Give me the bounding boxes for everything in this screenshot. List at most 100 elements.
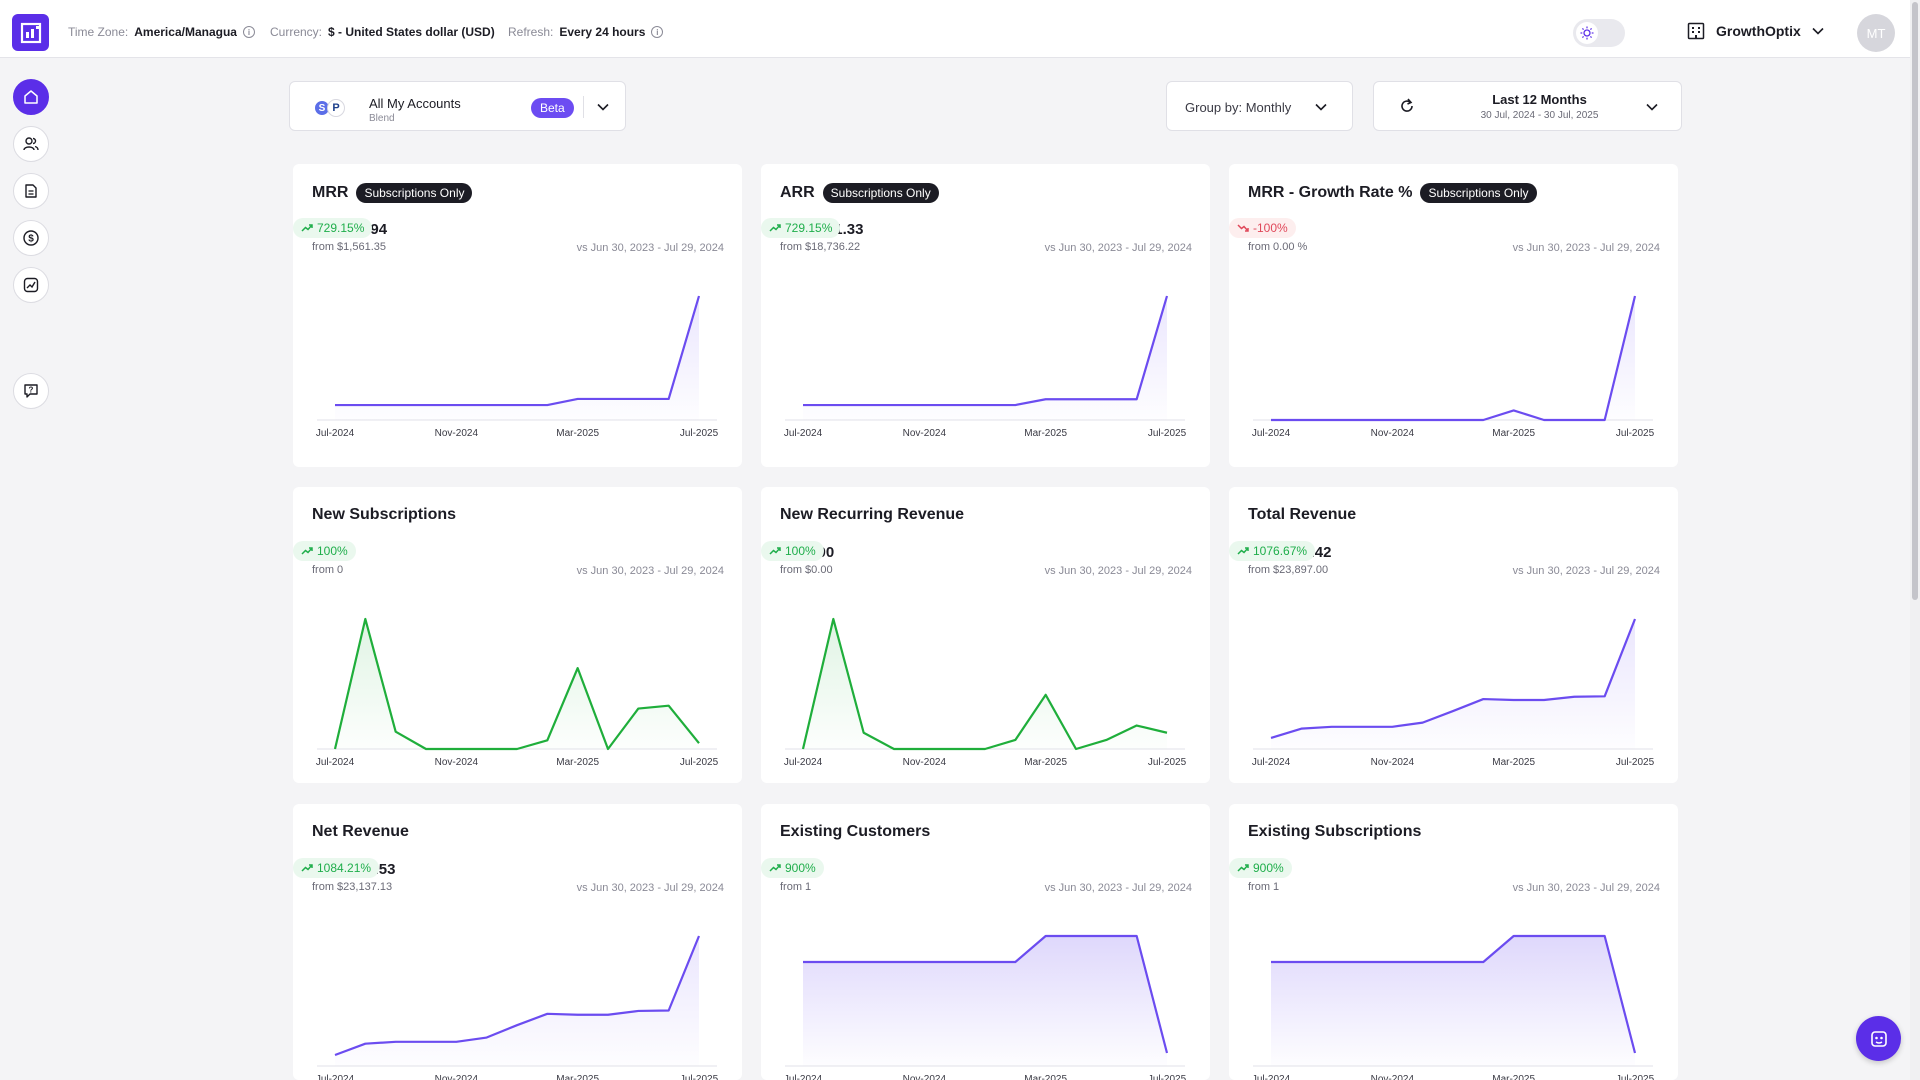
change-value: 1076.67% bbox=[1253, 544, 1308, 558]
chevron-down-icon[interactable] bbox=[595, 99, 611, 115]
series-line bbox=[1270, 618, 1637, 740]
sidebar: $ ? bbox=[0, 58, 60, 1080]
x-tick-label: Mar-2025 bbox=[1492, 1074, 1535, 1080]
info-icon[interactable]: i bbox=[651, 26, 664, 38]
comparison-period: vs Jun 30, 2023 - Jul 29, 2024 bbox=[1044, 242, 1192, 254]
line-chart: Jul-2024 Nov-2024 Mar-2025 Jul-2025 bbox=[316, 617, 719, 768]
metric-card[interactable]: MRR - Growth Rate %Subscriptions Only 0.… bbox=[1229, 164, 1678, 467]
metric-card[interactable]: Existing Customers 10 from 1 900% vs Jun… bbox=[761, 804, 1210, 1080]
refresh-info: Refresh: Every 24 hours i bbox=[508, 25, 664, 39]
card-title: Total Revenue bbox=[1248, 506, 1356, 524]
currency-info: Currency: $ - United States dollar (USD) bbox=[270, 25, 495, 39]
card-title-text: New Subscriptions bbox=[312, 506, 457, 523]
metric-from: from $1,561.35 bbox=[312, 241, 386, 253]
x-tick-label: Jul-2025 bbox=[1616, 428, 1655, 439]
metric-card[interactable]: New Subscriptions 2 from 0 100% vs Jun 3… bbox=[293, 487, 742, 783]
app-logo[interactable] bbox=[12, 14, 49, 51]
change-badge: 1084.21% bbox=[293, 858, 380, 878]
metric-card[interactable]: Total Revenue $281,188.42 from $23,897.0… bbox=[1229, 487, 1678, 783]
change-badge: 1076.67% bbox=[1229, 541, 1316, 561]
x-tick-label: Jul-2025 bbox=[680, 428, 719, 439]
x-tick-label: Jul-2024 bbox=[1252, 428, 1291, 439]
metric-from: from 0 bbox=[312, 564, 344, 576]
group-by-dropdown[interactable]: Group by: Monthly bbox=[1166, 81, 1353, 131]
avatar[interactable]: MT bbox=[1857, 14, 1895, 52]
timezone-value: America/Managua bbox=[134, 25, 237, 39]
comparison-period: vs Jun 30, 2023 - Jul 29, 2024 bbox=[1512, 565, 1660, 577]
sidebar-item-revenue[interactable]: $ bbox=[13, 220, 49, 256]
currency-label: Currency: bbox=[270, 25, 323, 39]
info-icon[interactable]: i bbox=[242, 26, 255, 38]
line-chart: Jul-2024 Nov-2024 Mar-2025 Jul-2025 bbox=[784, 295, 1187, 439]
x-tick-label: Jul-2024 bbox=[784, 757, 823, 768]
home-icon bbox=[24, 90, 38, 104]
change-value: -100% bbox=[1253, 221, 1288, 235]
subscriptions-only-pill: Subscriptions Only bbox=[1420, 183, 1537, 203]
divider bbox=[583, 96, 584, 118]
chart-area-fill bbox=[335, 619, 699, 749]
change-value: 900% bbox=[785, 861, 816, 875]
chevron-down-icon bbox=[1812, 27, 1824, 35]
card-title-text: Existing Customers bbox=[780, 823, 931, 840]
x-tick-label: Mar-2025 bbox=[1024, 428, 1067, 439]
sidebar-item-documents[interactable] bbox=[13, 173, 49, 209]
assistant-fab-button[interactable] bbox=[1856, 1016, 1901, 1061]
refresh-icon[interactable] bbox=[1398, 97, 1416, 115]
x-tick-label: Jul-2025 bbox=[1148, 1074, 1187, 1080]
metric-from: from $23,137.13 bbox=[312, 881, 393, 893]
metric-card[interactable]: Existing Subscriptions 10 from 1 900% vs… bbox=[1229, 804, 1678, 1080]
assistant-icon bbox=[1870, 1030, 1887, 1047]
date-range-title: Last 12 Months bbox=[1492, 92, 1587, 107]
x-tick-label: Jul-2025 bbox=[680, 757, 719, 768]
chart-area-fill bbox=[1271, 936, 1635, 1066]
line-chart: Jul-2024 Nov-2024 Mar-2025 Jul-2025 bbox=[784, 617, 1187, 768]
date-range-picker[interactable]: Last 12 Months 30 Jul, 2024 - 30 Jul, 20… bbox=[1373, 81, 1682, 131]
x-tick-label: Jul-2024 bbox=[316, 757, 355, 768]
x-tick-label: Nov-2024 bbox=[1371, 757, 1415, 768]
group-by-label: Group by: Monthly bbox=[1185, 100, 1292, 115]
page-scrollbar[interactable] bbox=[1910, 0, 1920, 1080]
chart-area-fill bbox=[803, 936, 1167, 1066]
paypal-icon: P bbox=[327, 99, 345, 117]
chart-area-fill bbox=[1271, 296, 1635, 420]
line-chart: Jul-2024 Nov-2024 Mar-2025 Jul-2025 bbox=[316, 295, 719, 439]
series-line bbox=[1271, 934, 1637, 1054]
card-title-text: ARR bbox=[780, 184, 815, 201]
series-line bbox=[803, 295, 1169, 407]
building-icon bbox=[1687, 22, 1705, 40]
metric-from: from 1 bbox=[780, 881, 812, 893]
scrollbar-thumb[interactable] bbox=[1912, 2, 1918, 600]
x-tick-label: Nov-2024 bbox=[1371, 428, 1415, 439]
comparison-period: vs Jun 30, 2023 - Jul 29, 2024 bbox=[1512, 242, 1660, 254]
card-title-text: MRR - Growth Rate % bbox=[1248, 184, 1413, 201]
sidebar-item-help[interactable]: ? bbox=[13, 373, 49, 409]
card-title-text: Net Revenue bbox=[312, 823, 409, 840]
x-tick-label: Mar-2025 bbox=[1492, 757, 1535, 768]
comparison-period: vs Jun 30, 2023 - Jul 29, 2024 bbox=[576, 565, 724, 577]
org-name: GrowthOptix bbox=[1716, 23, 1801, 39]
trend-up-icon bbox=[301, 864, 313, 872]
trend-up-icon bbox=[1237, 547, 1249, 555]
sidebar-item-customers[interactable] bbox=[13, 126, 49, 162]
metric-card[interactable]: Net Revenue $273,991.53 from $23,137.13 … bbox=[293, 804, 742, 1080]
line-chart: Jul-2024 Nov-2024 Mar-2025 Jul-2025 bbox=[1252, 618, 1655, 768]
x-tick-label: Nov-2024 bbox=[903, 757, 947, 768]
sidebar-item-analytics[interactable] bbox=[13, 267, 49, 303]
chart-area-fill bbox=[1271, 619, 1635, 749]
trend-down-icon bbox=[1237, 224, 1249, 232]
change-value: 100% bbox=[785, 544, 816, 558]
account-selector[interactable]: S P All My Accounts Blend Beta bbox=[289, 81, 626, 131]
theme-toggle[interactable] bbox=[1573, 19, 1625, 47]
x-tick-label: Jul-2025 bbox=[680, 1074, 719, 1080]
date-range-dates: 30 Jul, 2024 - 30 Jul, 2025 bbox=[1480, 110, 1599, 121]
metric-from: from $18,736.22 bbox=[780, 241, 861, 253]
org-switcher[interactable]: GrowthOptix bbox=[1686, 21, 1825, 41]
change-badge: 729.15% bbox=[761, 218, 841, 238]
sidebar-item-home[interactable] bbox=[13, 79, 49, 115]
beta-badge: Beta bbox=[531, 98, 574, 118]
metric-card[interactable]: New Recurring Revenue $998.00 from $0.00… bbox=[761, 487, 1210, 783]
svg-text:$: $ bbox=[28, 234, 34, 245]
dollar-icon: $ bbox=[23, 230, 39, 246]
